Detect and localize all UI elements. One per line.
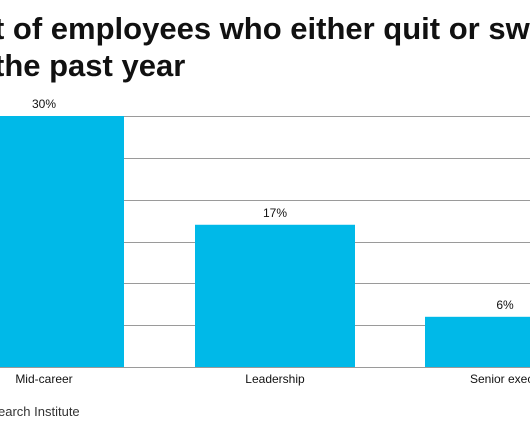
category-label: Leadership xyxy=(245,372,305,386)
chart-title: t of employees who either quit or sw the… xyxy=(0,10,530,84)
data-labels: 30% 17% 6% xyxy=(32,97,514,312)
category-labels: Mid-career Leadership Senior execu xyxy=(15,372,530,386)
bar-mid-career xyxy=(0,116,124,367)
chart-title-line-2: the past year xyxy=(0,48,186,83)
bar-leadership xyxy=(195,224,355,367)
source-note: earch Institute xyxy=(0,404,80,419)
chart-title-line-1: t of employees who either quit or sw xyxy=(0,11,530,46)
bars xyxy=(0,116,530,367)
category-label: Mid-career xyxy=(15,372,72,386)
bar-senior-execu xyxy=(425,316,530,367)
data-label: 30% xyxy=(32,97,56,111)
data-label: 17% xyxy=(263,206,287,220)
data-label: 6% xyxy=(496,298,514,312)
category-label: Senior execu xyxy=(470,372,530,386)
